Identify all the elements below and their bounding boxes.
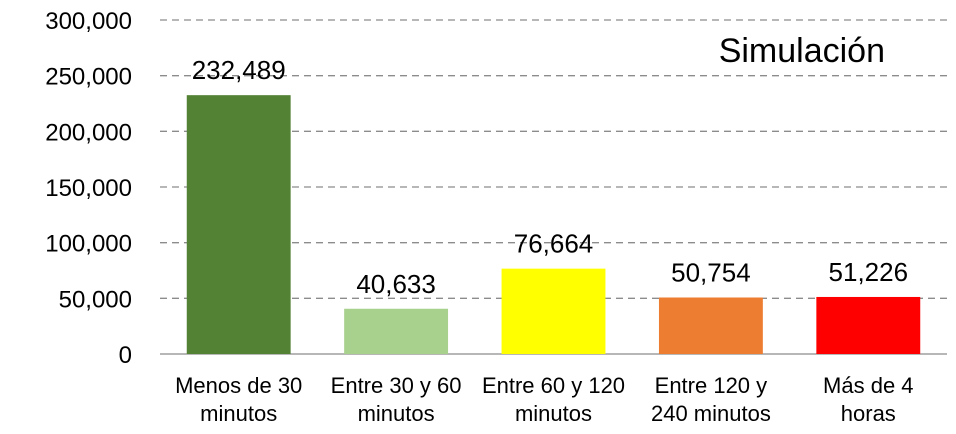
x-tick-label-line: Más de 4 [823, 373, 914, 398]
data-labels: 232,489 40,633 76,664 50,754 51,226 [192, 55, 908, 299]
x-tick-label-line: horas [841, 401, 896, 426]
data-label: 51,226 [829, 257, 909, 287]
bar [816, 296, 921, 354]
y-tick-label: 50,000 [59, 286, 132, 313]
x-tick-label: Menos de 30 minutos [175, 373, 302, 426]
chart-title: Simulación [719, 32, 885, 70]
data-label: 76,664 [514, 229, 594, 259]
y-tick-label: 250,000 [45, 64, 132, 91]
bar [186, 95, 291, 355]
x-tick-label-line: Entre 60 y 120 [482, 373, 625, 398]
x-tick-label-line: Menos de 30 [175, 373, 302, 398]
data-label: 232,489 [192, 55, 286, 85]
x-tick-label-line: minutos [358, 401, 435, 426]
y-tick-label: 200,000 [45, 119, 132, 146]
y-axis-tick-labels: 0 50,000 100,000 150,000 200,000 250,000 300,0… [45, 8, 132, 369]
x-tick-label-line: minutos [515, 401, 592, 426]
x-tick-label-line: minutos [200, 401, 277, 426]
x-tick-label: Más de 4 horas [823, 373, 914, 426]
data-label: 50,754 [671, 257, 751, 287]
x-tick-label: Entre 60 y 120 minutos [482, 373, 625, 426]
x-tick-label-line: 240 minutos [651, 401, 771, 426]
data-label: 40,633 [356, 269, 436, 299]
x-tick-label: Entre 30 y 60 minutos [331, 373, 462, 426]
y-tick-label: 100,000 [45, 231, 132, 258]
bar [658, 297, 763, 354]
y-tick-label: 150,000 [45, 175, 132, 202]
x-tick-label: Entre 120 y 240 minutos [651, 373, 771, 426]
x-tick-label-line: Entre 120 y [655, 373, 768, 398]
y-tick-label: 0 [119, 342, 132, 369]
bar [501, 268, 606, 354]
bars [186, 95, 921, 355]
bar [344, 308, 449, 354]
y-tick-label: 300,000 [45, 8, 132, 35]
x-tick-label-line: Entre 30 y 60 [331, 373, 462, 398]
